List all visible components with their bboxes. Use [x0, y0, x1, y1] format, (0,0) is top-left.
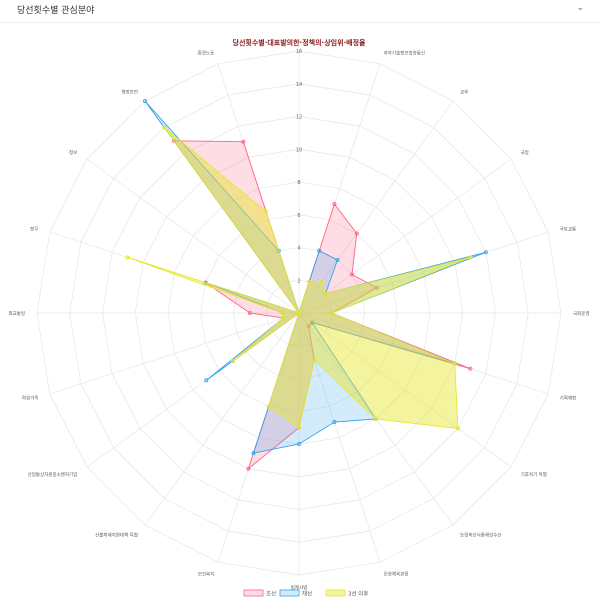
legend-swatch: [325, 589, 346, 597]
data-point[interactable]: [374, 285, 379, 290]
legend-label: 재선: [302, 590, 312, 598]
grid-spoke: [298, 231, 549, 314]
data-point[interactable]: [204, 378, 209, 383]
chart-title: 당선횟수별·대표발의한·정책의·상임위·배정율: [233, 38, 367, 47]
data-point[interactable]: [296, 310, 301, 315]
tick-label: 4: [297, 246, 300, 252]
data-point[interactable]: [306, 324, 311, 329]
data-point[interactable]: [468, 366, 473, 371]
data-point[interactable]: [296, 425, 301, 430]
data-point[interactable]: [335, 258, 340, 263]
data-point[interactable]: [251, 451, 256, 456]
data-point[interactable]: [241, 139, 246, 144]
axis-label: 국방: [521, 149, 529, 156]
axis-label: 산불피해지원대책 특별: [95, 532, 138, 539]
data-point[interactable]: [143, 99, 148, 104]
axis-label: 교육: [460, 89, 468, 95]
axis-label: 농림축산식품해양수산: [460, 532, 501, 539]
data-point[interactable]: [230, 359, 235, 364]
grid-spoke: [298, 312, 512, 468]
data-point[interactable]: [307, 279, 312, 284]
axis-label: 환경노동: [198, 49, 215, 56]
data-point[interactable]: [329, 310, 334, 315]
data-point[interactable]: [266, 404, 271, 409]
axis-label: 보건복지: [198, 571, 215, 578]
data-point[interactable]: [317, 248, 322, 253]
axis-label: 기후위기 특별: [521, 471, 547, 478]
data-point[interactable]: [296, 441, 301, 446]
axis-label: 국회운영: [573, 310, 590, 317]
legend-swatch: [279, 589, 300, 597]
axis-label: 정보: [69, 149, 77, 156]
legend-swatch: [243, 589, 264, 597]
grid-spoke: [298, 100, 454, 314]
data-point[interactable]: [373, 416, 378, 421]
data-point[interactable]: [162, 125, 167, 130]
grid-spoke: [49, 312, 300, 395]
legend-label: 초선: [266, 590, 276, 598]
axis-label: 정무: [30, 225, 38, 232]
tick-label: 10: [296, 147, 302, 153]
chevron-down-icon[interactable]: ⌄: [576, 3, 584, 13]
data-point[interactable]: [332, 420, 337, 425]
data-point[interactable]: [320, 279, 325, 284]
legend-item[interactable]: 3선 이후: [325, 589, 368, 598]
data-point[interactable]: [455, 426, 460, 431]
data-point[interactable]: [310, 320, 315, 325]
legend-item[interactable]: 초선: [243, 589, 276, 598]
data-point[interactable]: [354, 231, 359, 236]
grid-spoke: [298, 312, 549, 395]
data-point[interactable]: [468, 255, 473, 260]
grid-spoke: [86, 158, 300, 314]
tick-label: 14: [296, 82, 302, 88]
data-point[interactable]: [247, 310, 252, 315]
legend-label: 3선 이후: [348, 590, 368, 598]
axis-label: 여성가족: [22, 395, 39, 402]
data-point[interactable]: [280, 310, 285, 315]
series-area: [127, 127, 471, 430]
tick-label: 16: [296, 49, 302, 55]
series-2: [125, 125, 473, 431]
data-point[interactable]: [323, 291, 328, 296]
tick-label: 2: [297, 278, 300, 284]
axis-label: 산업통상자원중소벤처기업: [28, 471, 78, 478]
tick-label: 6: [297, 213, 300, 219]
axis-label: 과학기술정보방송통신: [384, 49, 425, 56]
grid-spoke: [298, 158, 512, 314]
radar-series: [125, 99, 488, 471]
data-point[interactable]: [332, 201, 337, 206]
data-point[interactable]: [452, 361, 457, 366]
panel-title: 당선횟수별 관심분야: [17, 6, 95, 16]
axis-label: 문화체육관광: [384, 571, 409, 578]
axis-label: 외교통일: [8, 310, 25, 317]
tick-label: 12: [296, 115, 302, 121]
data-point[interactable]: [264, 209, 269, 214]
chart-legend: 초선 재선 3선 이후: [243, 589, 368, 598]
axis-label: 국토교통: [560, 226, 577, 232]
data-point[interactable]: [312, 357, 317, 362]
axis-label: 법제사법: [291, 584, 308, 591]
data-point[interactable]: [125, 255, 130, 260]
grid-spoke: [298, 312, 381, 563]
data-point[interactable]: [281, 316, 286, 321]
grid-spoke: [144, 312, 300, 526]
data-point[interactable]: [349, 272, 354, 277]
axis-label: 기획재정: [560, 395, 577, 402]
tick-label: 8: [297, 180, 300, 186]
legend-item[interactable]: 재선: [279, 589, 312, 598]
radar-ticks: 2 4 6 8 10 12 14 16: [296, 49, 302, 284]
data-point[interactable]: [246, 466, 251, 471]
axis-label: 행정안전: [121, 88, 138, 95]
data-point[interactable]: [483, 250, 488, 255]
panel-header: 당선횟수별 관심분야 ⌄: [0, 0, 600, 23]
